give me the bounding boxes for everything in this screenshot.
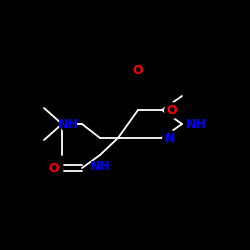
Text: NH: NH <box>90 160 110 173</box>
Text: NH: NH <box>58 118 78 130</box>
Text: O: O <box>49 162 59 174</box>
Text: O: O <box>133 64 143 76</box>
Text: N: N <box>165 132 175 144</box>
Text: O: O <box>167 104 177 117</box>
Text: NH: NH <box>186 118 206 130</box>
